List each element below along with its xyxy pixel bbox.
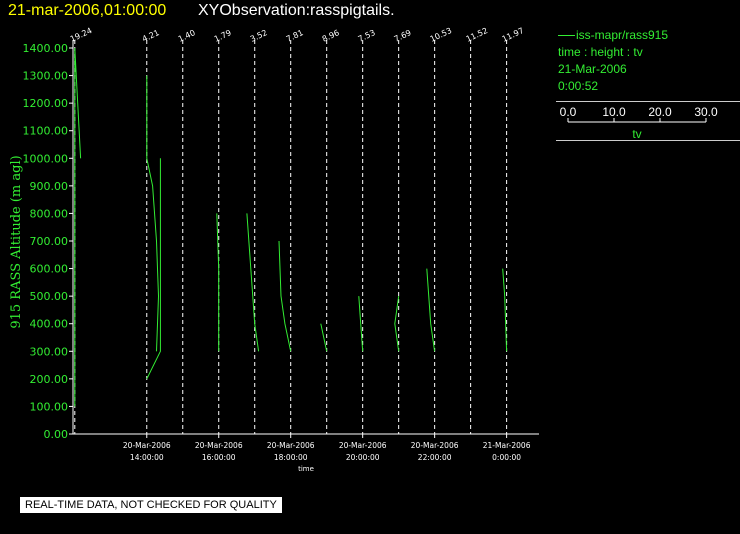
profile-value-label: 10.53 [429,26,454,44]
y-tick-label: 1100.00 [23,125,69,138]
x-tick-date-label: 20-Mar-2006 [267,441,315,450]
profile-trace [358,296,364,352]
profile-value-label: 4.21 [141,28,161,44]
y-tick-label: 1300.00 [23,70,69,83]
legend-scale-tick-label: 30.0 [694,105,718,119]
y-tick-label: 500.00 [30,290,69,303]
y-tick-label: 800.00 [30,207,69,220]
profile-value-label: 7.69 [393,28,413,44]
profile-trace [146,158,161,380]
profile-value-label: 7.53 [357,28,377,44]
profile-value-label: 3.52 [249,28,269,44]
y-tick-label: 200.00 [30,373,69,386]
x-tick-time-label: 18:00:00 [274,453,308,462]
legend-divider-bottom [556,140,740,141]
y-tick-label: 400.00 [30,318,69,331]
legend-scale-label: tv [632,127,641,141]
observation-date: 21-mar-2006,01:00:00 [8,2,167,19]
y-axis-label: 915 RASS Altitude (m agl) [9,155,24,328]
legend-divider-top [556,101,740,102]
profile-value-label: 1.40 [177,28,197,44]
legend-panel: iss-mapr/rass915 time : height : tv 21-M… [556,27,740,95]
x-tick-time-label: 22:00:00 [418,453,452,462]
y-tick-label: 300.00 [30,345,69,358]
x-tick-date-label: 20-Mar-2006 [195,441,243,450]
y-tick-label: 900.00 [30,180,69,193]
profile-value-label: 7.81 [285,28,305,44]
profile-trace [502,268,508,352]
profile-value-label: 11.97 [501,26,526,44]
x-tick-date-label: 20-Mar-2006 [411,441,459,450]
profile-trace [146,75,160,352]
x-tick-time-label: 16:00:00 [202,453,236,462]
y-tick-label: 100.00 [30,400,69,413]
profile-trace [426,268,436,352]
legend-line-swatch [558,35,575,37]
x-tick-time-label: 0:00:00 [492,453,521,462]
y-tick-label: 1000.00 [23,152,69,165]
x-axis-label: time [298,465,314,473]
profile-trace [246,213,260,352]
legend-time: 0:00:52 [558,79,599,93]
legend-series-label: iss-mapr/rass915 [576,28,669,42]
profile-value-label: 11.52 [465,26,490,44]
legend-variables: time : height : tv [558,45,643,59]
y-tick-label: 1200.00 [23,97,69,110]
profile-trace [394,296,400,352]
observation-title: XYObservation:rasspigtails. [198,2,395,19]
y-tick-label: 700.00 [30,235,69,248]
x-tick-time-label: 20:00:00 [346,453,380,462]
legend-scale-tick-label: 10.0 [602,105,626,119]
y-tick-label: 0.00 [44,428,69,441]
quality-notice: REAL-TIME DATA, NOT CHECKED FOR QUALITY [20,497,282,513]
legend-scale-tick-label: 20.0 [648,105,672,119]
y-tick-label: 600.00 [30,263,69,276]
legend-scale-tick-label: 0.0 [560,105,577,119]
profile-value-label: 8.96 [321,28,341,44]
legend-series: iss-mapr/rass915 [556,27,740,44]
profile-trace [216,213,220,352]
x-tick-date-label: 20-Mar-2006 [339,441,387,450]
profile-value-label: 19.24 [69,26,94,44]
profile-trace [278,240,292,352]
legend-date: 21-Mar-2006 [558,62,627,76]
y-tick-label: 1400.00 [23,42,69,55]
x-tick-date-label: 21-Mar-2006 [483,441,531,450]
x-tick-date-label: 20-Mar-2006 [123,441,171,450]
profile-trace [320,323,328,352]
x-tick-time-label: 14:00:00 [130,453,164,462]
profile-trace [74,47,82,407]
profile-value-label: 1.79 [213,28,233,44]
